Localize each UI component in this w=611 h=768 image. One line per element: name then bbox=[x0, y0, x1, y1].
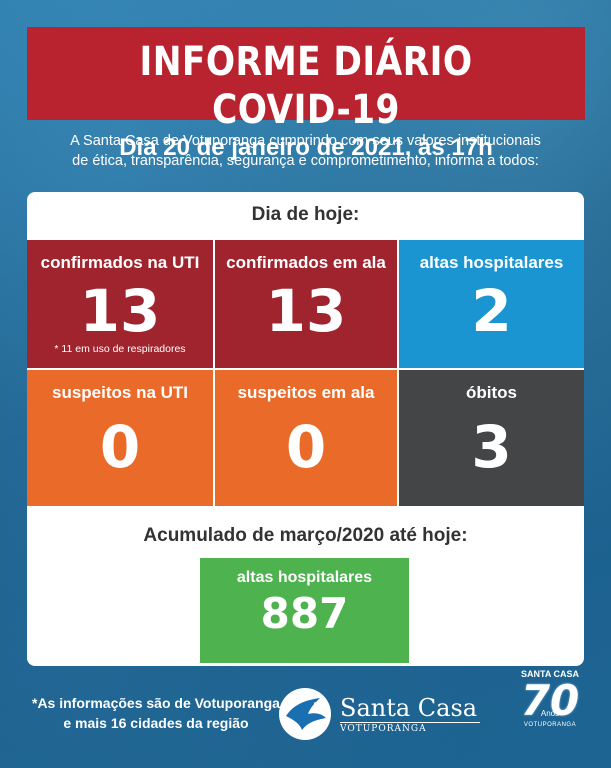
logo-name: Santa Casa bbox=[340, 694, 478, 722]
tile-note: * 11 em uso de respiradores bbox=[54, 343, 186, 355]
intro-text: A Santa Casa de Votuporanga cumprindo co… bbox=[30, 131, 581, 171]
dove-icon bbox=[279, 688, 331, 740]
logo-subtitle: VOTUPORANGA bbox=[340, 722, 480, 734]
santa-casa-logo: Santa Casa VOTUPORANGA bbox=[276, 686, 486, 742]
tile-label: altas hospitalares bbox=[236, 569, 373, 586]
tile-label: suspeitos em ala bbox=[237, 383, 375, 402]
tile-suspected-ward: suspeitos em ala 0 bbox=[215, 370, 397, 506]
intro-line-2: de ética, transparência, segurança e com… bbox=[72, 153, 539, 169]
anniversary-number: 70 bbox=[520, 676, 580, 725]
footer: *As informações são de Votuporanga e mai… bbox=[0, 666, 611, 768]
tile-deaths: óbitos 3 bbox=[399, 370, 584, 506]
tile-confirmed-icu: confirmados na UTI 13 * 11 em uso de res… bbox=[27, 240, 213, 368]
tile-suspected-icu: suspeitos na UTI 0 bbox=[27, 370, 213, 506]
tile-discharges-today: altas hospitalares 2 bbox=[399, 240, 584, 368]
tile-value: 887 bbox=[260, 589, 349, 638]
tile-value: 0 bbox=[285, 413, 327, 481]
tile-label: suspeitos na UTI bbox=[51, 383, 189, 402]
tile-label: confirmados em ala bbox=[226, 253, 386, 272]
anniversary-bottom: VOTUPORANGA bbox=[523, 722, 577, 728]
anniversary-seal: SANTA CASA 70 Anos VOTUPORANGA bbox=[515, 666, 585, 748]
intro-line-1: A Santa Casa de Votuporanga cumprindo co… bbox=[70, 133, 541, 149]
header-banner: INFORME DIÁRIO COVID-19 Dia 20 de janeir… bbox=[27, 27, 585, 161]
tile-value: 13 bbox=[265, 277, 347, 345]
stats-card: Dia de hoje: confirmados na UTI 13 * 11 … bbox=[27, 192, 584, 666]
tile-value: 3 bbox=[471, 413, 512, 481]
page-title: INFORME DIÁRIO COVID-19 bbox=[139, 39, 473, 133]
anniversary-top: SANTA CASA bbox=[521, 669, 579, 679]
today-label: Dia de hoje: bbox=[251, 204, 360, 225]
footnote-line-1: *As informações são de Votuporanga bbox=[32, 695, 280, 711]
tile-confirmed-ward: confirmados em ala 13 bbox=[215, 240, 397, 368]
accumulated-label: Acumulado de março/2020 até hoje: bbox=[143, 525, 468, 546]
tile-value: 2 bbox=[471, 277, 512, 345]
footnote: *As informações são de Votuporanga e mai… bbox=[32, 693, 280, 733]
page-subtitle: Dia 20 de janeiro de 2021, às 17h bbox=[119, 134, 493, 161]
footnote-line-2: e mais 16 cidades da região bbox=[63, 715, 249, 731]
tile-label: óbitos bbox=[466, 383, 517, 402]
tile-discharges-accumulated: altas hospitalares 887 bbox=[200, 558, 409, 663]
tile-value: 0 bbox=[99, 413, 141, 481]
tile-label: confirmados na UTI bbox=[40, 253, 200, 272]
tile-value: 13 bbox=[79, 277, 161, 345]
tile-label: altas hospitalares bbox=[419, 253, 564, 272]
anniversary-anos: Anos bbox=[540, 709, 560, 718]
